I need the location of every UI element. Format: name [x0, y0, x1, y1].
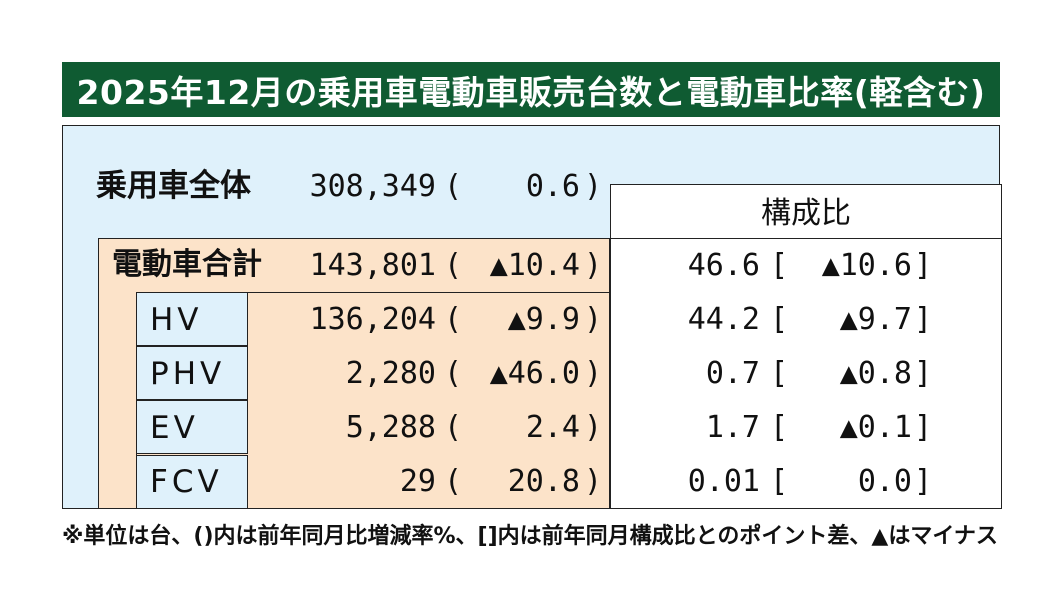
- row-share-diff: 0.0: [857, 464, 912, 499]
- ev-label-cell: [136, 400, 248, 454]
- row-label-fcv: FCV: [150, 464, 223, 500]
- row-share: 46.6: [687, 248, 760, 283]
- row-share: 44.2: [687, 302, 760, 337]
- open-paren: (: [444, 356, 463, 391]
- total-open-paren: (: [444, 169, 463, 204]
- close-bracket: ]: [914, 410, 933, 445]
- row-share-diff: ▲0.1: [839, 410, 912, 445]
- total-close-paren: ): [584, 169, 603, 204]
- row-units: 136,204: [309, 302, 436, 337]
- row-share-diff: ▲0.8: [839, 356, 912, 391]
- share-header-divider: [610, 238, 1002, 239]
- row-share: 1.7: [705, 410, 760, 445]
- open-bracket: [: [770, 410, 789, 445]
- open-bracket: [: [770, 302, 789, 337]
- close-bracket: ]: [914, 356, 933, 391]
- row-change: 2.4: [525, 410, 580, 445]
- total-label: 乗用車全体: [96, 168, 251, 204]
- total-units: 308,349: [309, 169, 436, 204]
- footnote: ※単位は台、()内は前年同月比増減率%、[]内は前年同月構成比とのポイント差、▲…: [62, 524, 998, 549]
- row-label-phv: PHV: [150, 356, 226, 392]
- share-column: [610, 184, 1002, 509]
- page-title: 2025年12月の乗用車電動車販売台数と電動車比率(軽含む): [62, 62, 1000, 117]
- row-units: 143,801: [309, 248, 436, 283]
- close-paren: ): [584, 302, 603, 337]
- share-header: 構成比: [761, 196, 851, 231]
- row-share-diff: ▲10.6: [821, 248, 912, 283]
- row-units: 5,288: [345, 410, 436, 445]
- row-label-hv: HV: [150, 302, 203, 338]
- open-paren: (: [444, 464, 463, 499]
- phv-label-cell: [136, 346, 248, 400]
- row-label-ev: EV: [150, 410, 199, 446]
- row-change: ▲10.4: [489, 248, 580, 283]
- row-units: 2,280: [345, 356, 436, 391]
- hv-label-cell: [136, 292, 248, 346]
- open-bracket: [: [770, 464, 789, 499]
- open-bracket: [: [770, 248, 789, 283]
- close-bracket: ]: [914, 464, 933, 499]
- close-paren: ): [584, 410, 603, 445]
- row-units: 29: [399, 464, 436, 499]
- close-bracket: ]: [914, 302, 933, 337]
- row-label-ev-total: 電動車合計: [112, 247, 262, 282]
- open-paren: (: [444, 410, 463, 445]
- close-paren: ): [584, 248, 603, 283]
- row-share: 0.7: [705, 356, 760, 391]
- open-bracket: [: [770, 356, 789, 391]
- row-share-diff: ▲9.7: [839, 302, 912, 337]
- close-paren: ): [584, 356, 603, 391]
- row-share: 0.01: [687, 464, 760, 499]
- row-change: ▲46.0: [489, 356, 580, 391]
- close-paren: ): [584, 464, 603, 499]
- row-change: 20.8: [507, 464, 580, 499]
- fcv-label-cell: [136, 455, 248, 509]
- open-paren: (: [444, 248, 463, 283]
- row-change: ▲9.9: [507, 302, 580, 337]
- total-change: 0.6: [525, 169, 580, 204]
- close-bracket: ]: [914, 248, 933, 283]
- open-paren: (: [444, 302, 463, 337]
